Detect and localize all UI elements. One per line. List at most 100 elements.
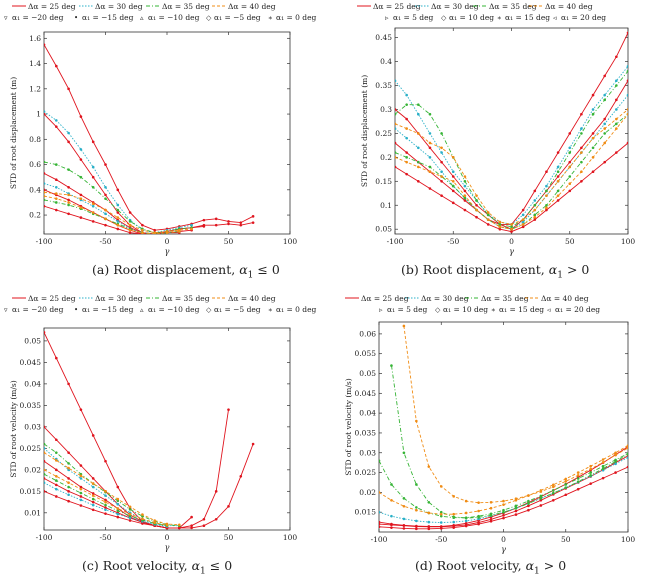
chart-b-data-point <box>428 170 432 174</box>
chart-c-data-point <box>165 523 169 527</box>
chart-a-data-point <box>67 203 70 207</box>
chart-b-data-point <box>626 93 628 97</box>
chart-c-legend-label: α₁ = −5 deg <box>214 305 261 314</box>
chart-d-data-point <box>390 522 393 526</box>
chart-c-data-point <box>55 468 58 472</box>
chart-b-series-line <box>395 80 628 230</box>
chart-d-data-point <box>539 497 543 500</box>
chart-d-data-point <box>502 503 505 506</box>
chart-a-data-point <box>104 163 107 166</box>
chart-b-data-point <box>591 132 595 135</box>
chart-b-data-point <box>417 180 420 183</box>
chart-a-data-point <box>67 140 70 144</box>
caption-b-sub: 1 <box>557 270 563 281</box>
chart-b-data-point <box>533 189 537 193</box>
chart-a-data-point <box>67 168 70 171</box>
chart-a-data-point <box>104 197 107 200</box>
chart-c-data-point <box>153 521 156 524</box>
chart-d-data-point <box>477 509 480 513</box>
chart-d-legend-marker: ▹ <box>379 306 383 314</box>
chart-a-xtick-label: 100 <box>283 237 298 246</box>
chart-b-data-point <box>417 165 420 169</box>
chart-d-data-point <box>527 502 530 505</box>
chart-c-xtick-label: -100 <box>36 533 53 542</box>
chart-b-xlabel: γ <box>509 247 514 256</box>
chart-d-data-point <box>539 489 543 492</box>
chart-b-data-point <box>428 141 432 145</box>
chart-d-data-point <box>379 459 381 462</box>
caption-c: (c) Root velocity, α1 ≤ 0 <box>82 558 232 577</box>
chart-d-data-point <box>464 521 468 525</box>
chart-b-ytick-label: 0.3 <box>380 105 392 114</box>
chart-b-legend-label: α₁ = 10 deg <box>449 13 494 22</box>
chart-a-xtick-label: -100 <box>36 237 53 246</box>
chart-c-series-line <box>44 478 180 529</box>
chart-a-data-point <box>44 191 46 194</box>
chart-panel-b: Δα = 25 deg Δα = 30 deg Δα = 35 deg Δα = 40… <box>325 0 649 290</box>
chart-c-data-point <box>55 451 58 454</box>
chart-c-ylabel: STD of root velocity (m/s) <box>9 380 18 477</box>
caption-c-math: α <box>191 558 201 573</box>
chart-b-data-point <box>428 112 432 116</box>
chart-c-data-point <box>67 481 70 485</box>
chart-c-data-point <box>91 508 95 512</box>
chart-b-legend-marker: ∗ <box>497 14 502 22</box>
chart-a-data-point <box>79 158 83 161</box>
chart-c-data-point <box>67 490 70 493</box>
chart-b-data-point <box>626 108 628 111</box>
chart-c-data-point <box>44 425 46 429</box>
chart-a-data-point <box>91 211 95 214</box>
chart-b-data-point <box>568 146 572 150</box>
chart-b-data-point <box>545 184 548 188</box>
chart-c-data-point <box>116 485 120 489</box>
chart-b-data-point <box>533 199 537 202</box>
chart-c-data-point <box>116 507 120 510</box>
chart-c-xtick-label: 100 <box>283 533 298 542</box>
chart-d-data-point <box>527 508 530 512</box>
caption-c-rel: ≤ 0 <box>209 558 233 573</box>
chart-d-data-point <box>589 474 592 477</box>
chart-a-data-point <box>55 197 58 200</box>
chart-c-ytick-label: 0.035 <box>20 401 42 410</box>
chart-a-data-point <box>91 202 95 205</box>
chart-c-legend-label: α₁ = −15 deg <box>82 305 134 314</box>
chart-b-data-point <box>463 199 467 202</box>
chart-b-data-point <box>440 175 443 178</box>
chart-b-data-point <box>486 218 490 221</box>
chart-c-xtick-label: 50 <box>224 533 234 542</box>
chart-d-data-point <box>564 479 568 483</box>
chart-b-data-point <box>603 74 606 78</box>
chart-d-data-point <box>379 522 381 526</box>
chart-d-data-point <box>601 467 605 470</box>
chart-c-data-point <box>91 503 95 507</box>
chart-b-data-point <box>440 194 443 197</box>
chart-d-data-point <box>452 495 455 498</box>
chart-b-data-point <box>615 55 618 59</box>
chart-c-data-point <box>116 509 120 512</box>
chart-a-ytick-label: 0.2 <box>29 211 41 220</box>
chart-b-ytick-label: 0.1 <box>380 201 392 210</box>
chart-b-data-point <box>533 213 537 217</box>
chart-b-data-point <box>568 182 572 185</box>
chart-a-data-point <box>44 43 46 46</box>
chart-b-data-point <box>626 112 628 116</box>
chart-d-data-point <box>514 499 518 502</box>
chart-b-data-point <box>580 151 583 154</box>
chart-a-legend-label: Δα = 40 deg <box>228 2 276 11</box>
chart-d-data-point <box>601 460 605 464</box>
chart-a-data-point <box>104 193 107 197</box>
chart-b-data-point <box>510 230 513 233</box>
chart-d-data-point <box>614 462 617 466</box>
chart-d-data-point <box>502 499 505 503</box>
chart-a-data-point <box>55 192 58 195</box>
chart-c-data-point <box>239 474 243 478</box>
chart-c-data-point <box>79 495 83 498</box>
chart-b-plot-area <box>395 31 628 233</box>
chart-b-data-point <box>533 215 537 219</box>
chart-b-data-point <box>556 151 560 154</box>
chart-b-data-point <box>556 199 560 202</box>
chart-b-data-point <box>615 151 618 154</box>
chart-c-data-point <box>128 519 132 522</box>
chart-d-data-point <box>439 514 443 518</box>
chart-c-xlabel: γ <box>165 543 170 552</box>
